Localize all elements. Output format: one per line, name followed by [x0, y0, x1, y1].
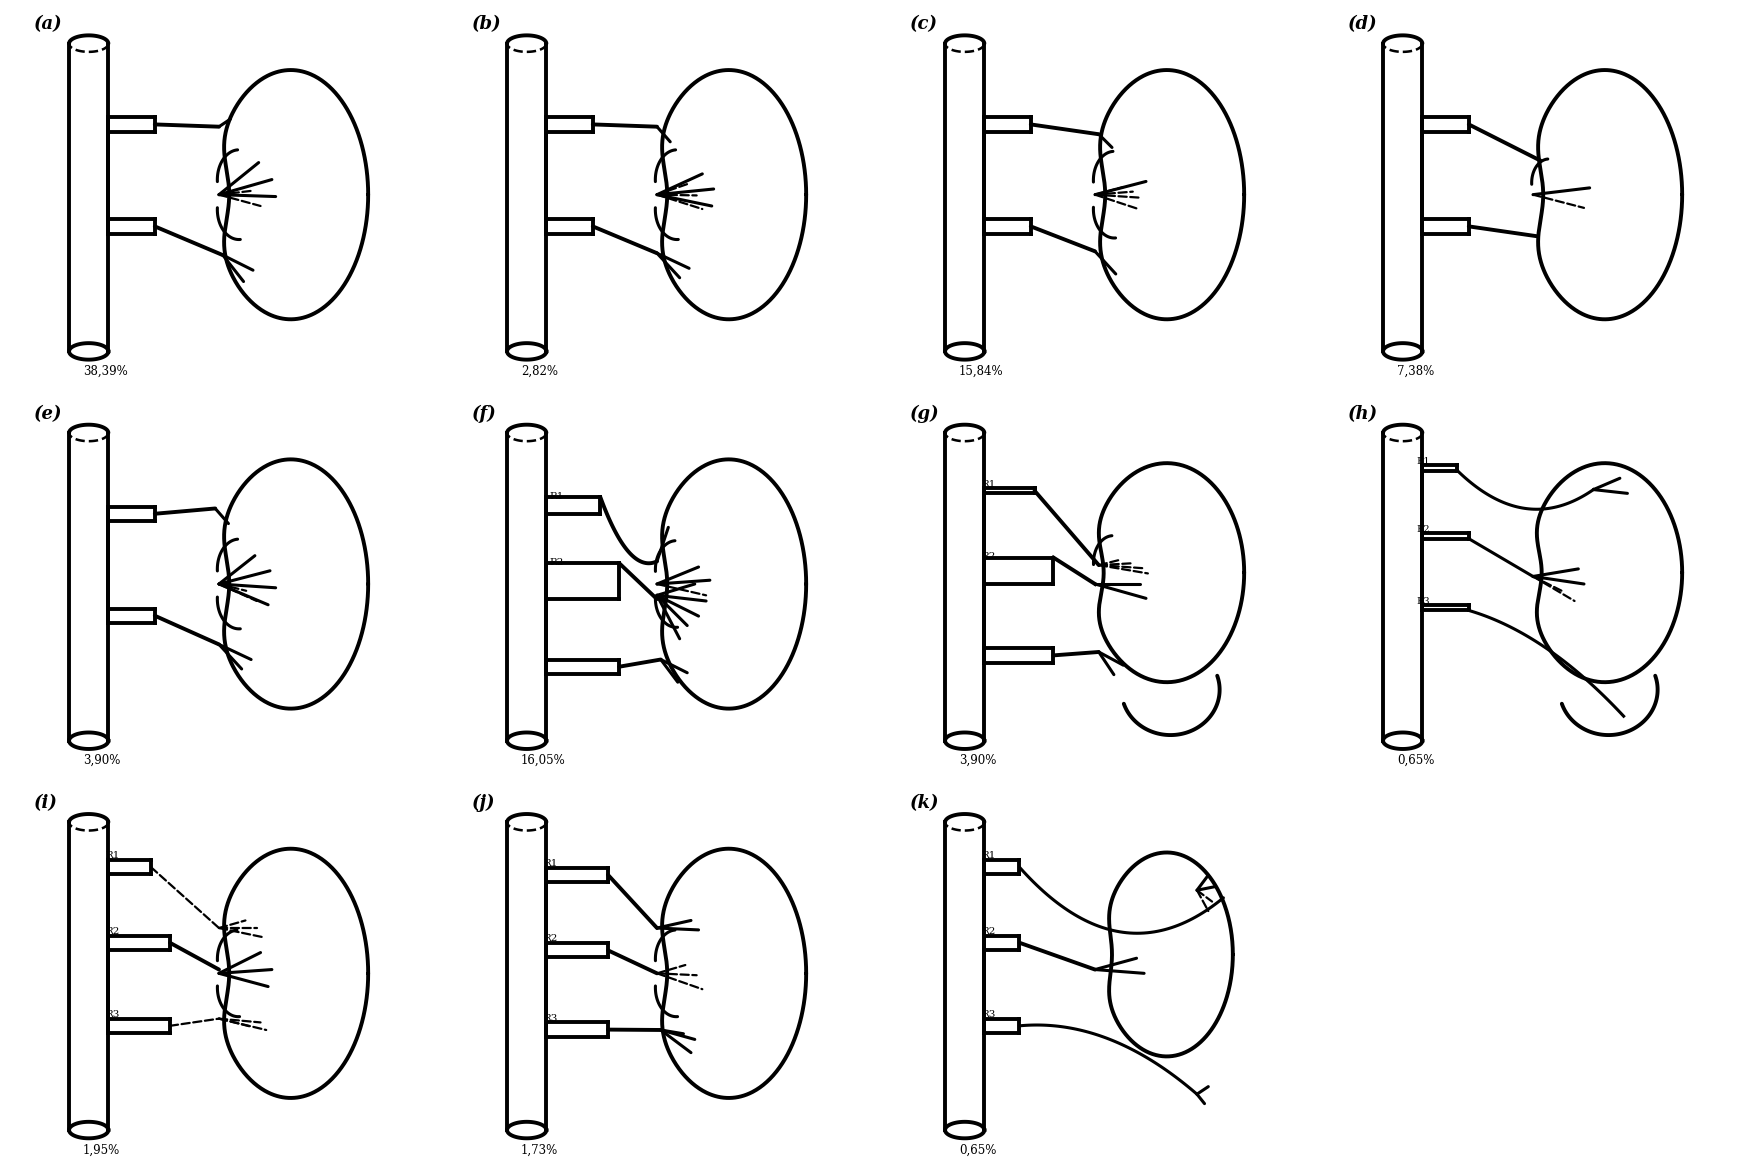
Text: (i): (i): [33, 794, 58, 812]
Text: 0,65%: 0,65%: [958, 1143, 997, 1156]
Text: R3: R3: [105, 1010, 121, 1018]
Text: 3,90%: 3,90%: [958, 755, 997, 767]
Text: 38,39%: 38,39%: [82, 364, 128, 377]
Text: R1: R1: [105, 851, 121, 860]
Text: 2,82%: 2,82%: [520, 364, 559, 377]
Text: 16,05%: 16,05%: [520, 755, 566, 767]
Text: 1,73%: 1,73%: [520, 1143, 559, 1156]
Text: (g): (g): [909, 404, 939, 423]
Text: R3: R3: [543, 1014, 559, 1022]
Text: (d): (d): [1347, 15, 1377, 33]
Text: (h): (h): [1347, 404, 1379, 423]
Text: (e): (e): [33, 404, 63, 423]
Text: (c): (c): [909, 15, 937, 33]
Text: (k): (k): [909, 794, 939, 812]
Text: R2: R2: [981, 552, 997, 562]
Text: 0,65%: 0,65%: [1396, 755, 1435, 767]
Text: R3: R3: [981, 1010, 997, 1018]
Text: R1: R1: [981, 851, 997, 860]
Text: R1: R1: [550, 492, 564, 501]
Text: R2: R2: [105, 926, 121, 936]
Text: R1: R1: [543, 858, 559, 868]
Text: (j): (j): [471, 794, 496, 812]
Text: 1,95%: 1,95%: [82, 1143, 121, 1156]
Text: (f): (f): [471, 404, 498, 423]
Text: R3: R3: [1416, 597, 1430, 606]
Text: R1: R1: [981, 480, 997, 488]
Text: R2: R2: [550, 558, 564, 568]
Text: R1: R1: [1416, 457, 1430, 466]
Text: 3,90%: 3,90%: [82, 755, 121, 767]
Text: 7,38%: 7,38%: [1396, 364, 1435, 377]
Text: 15,84%: 15,84%: [958, 364, 1004, 377]
Text: R2: R2: [543, 934, 559, 944]
Text: R2: R2: [981, 926, 997, 936]
Text: (a): (a): [33, 15, 63, 33]
Text: R2: R2: [1416, 524, 1430, 534]
Text: (b): (b): [471, 15, 501, 33]
